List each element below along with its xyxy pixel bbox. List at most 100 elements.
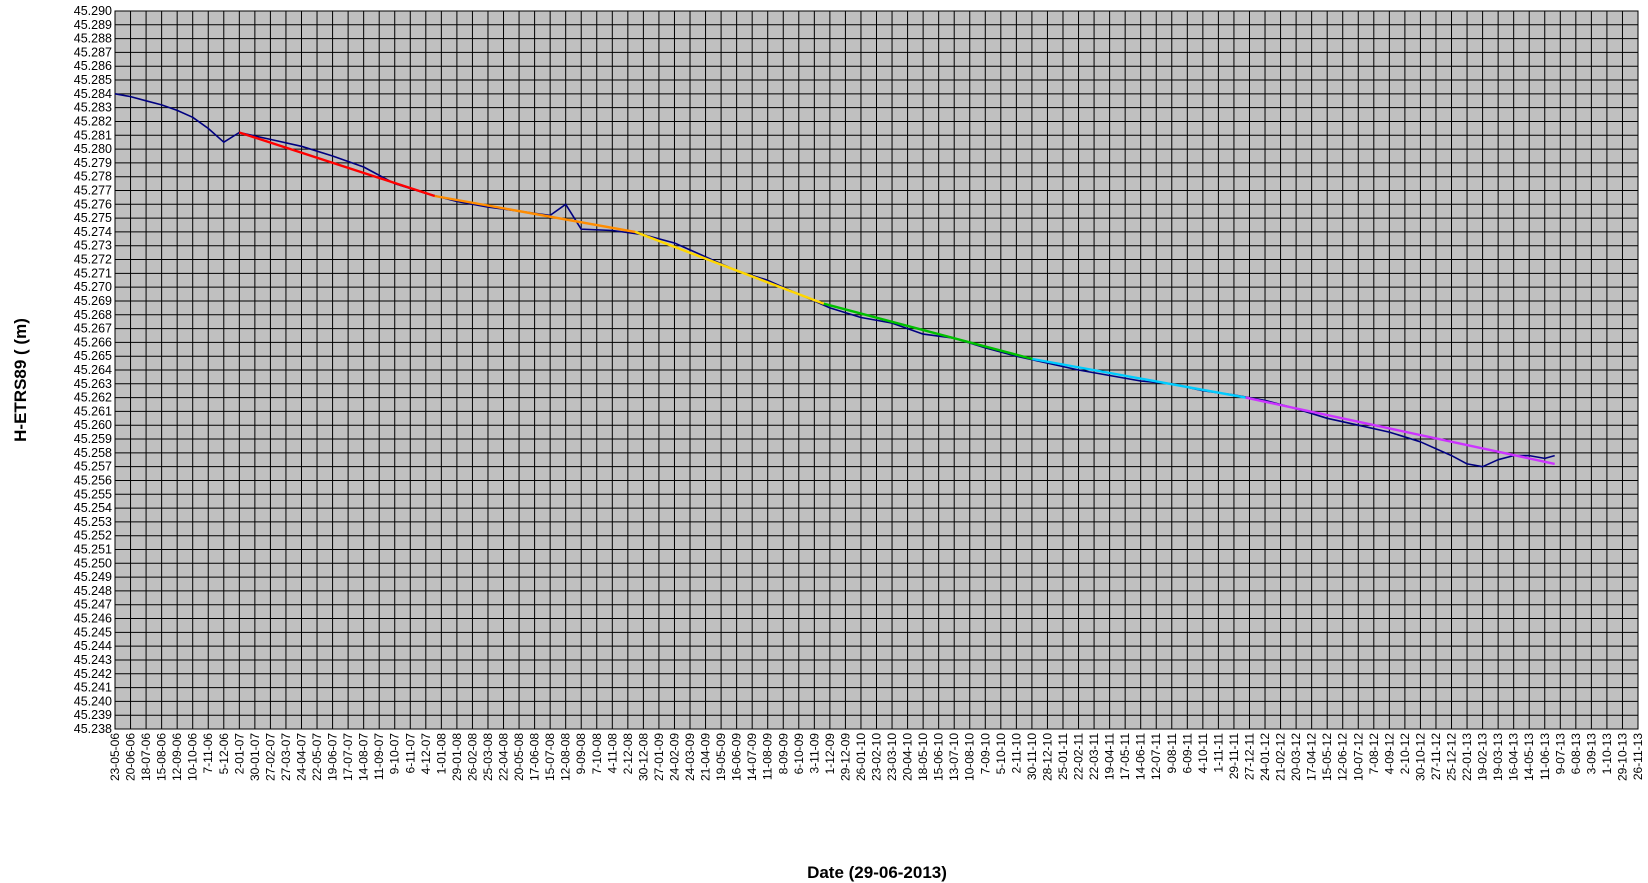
- y-tick-label: 45.238: [74, 722, 112, 736]
- x-tick-label: 10-10-06: [186, 733, 200, 781]
- x-tick-label: 13-07-10: [947, 733, 961, 781]
- x-tick-label: 23-05-06: [108, 733, 122, 781]
- grid: [114, 10, 1639, 730]
- y-tick-label: 45.249: [74, 570, 112, 584]
- x-tick-label: 2-10-12: [1398, 733, 1412, 775]
- x-tick-label: 30-10-12: [1413, 733, 1427, 781]
- y-tick-label: 45.247: [74, 598, 112, 612]
- y-tick-label: 45.286: [74, 59, 112, 73]
- x-tick-label: 9-07-13: [1553, 733, 1567, 775]
- x-tick-label: 1-01-08: [434, 733, 448, 775]
- x-tick-label: 19-02-13: [1476, 733, 1490, 781]
- y-tick-label: 45.282: [74, 114, 112, 128]
- x-tick-label: 27-11-12: [1429, 733, 1443, 780]
- y-tick-label: 45.252: [74, 529, 112, 543]
- x-tick-label: 14-05-13: [1522, 733, 1536, 781]
- y-tick-label: 45.244: [74, 639, 112, 653]
- series-line-trend-5: [1032, 357, 1246, 399]
- y-tick-label: 45.267: [74, 322, 112, 336]
- y-tick-label: 45.251: [74, 543, 112, 557]
- x-tick-label: 4-09-12: [1382, 733, 1396, 775]
- x-tick-label: 16-04-13: [1507, 733, 1521, 781]
- y-tick-label: 45.284: [74, 87, 112, 101]
- x-tick-label: 6-11-07: [403, 733, 417, 774]
- x-tick-label: 17-06-08: [528, 733, 542, 781]
- series-layer: [114, 93, 1555, 468]
- x-tick-label: 29-10-13: [1615, 733, 1629, 781]
- x-tick-label: 22-03-11: [1087, 733, 1101, 780]
- x-tick-label: 19-05-09: [714, 733, 728, 781]
- x-tick-label: 29-12-09: [838, 733, 852, 781]
- x-tick-label: 11-09-07: [372, 733, 386, 780]
- x-tick-label: 14-06-11: [1134, 733, 1148, 780]
- x-tick-label: 21-04-09: [699, 733, 713, 781]
- x-tick-label: 22-01-13: [1460, 733, 1474, 781]
- x-tick-labels: 23-05-06 20-06-06 18-07-06 15-08-06 12-09-06…: [108, 733, 1645, 781]
- x-tick-label: 9-09-08: [574, 733, 588, 775]
- x-tick-label: 1-10-13: [1600, 733, 1614, 775]
- x-tick-label: 26-02-08: [465, 733, 479, 781]
- x-tick-label: 25-03-08: [481, 733, 495, 781]
- x-tick-label: 20-03-12: [1289, 733, 1303, 781]
- x-tick-label: 3-09-13: [1584, 733, 1598, 775]
- x-tick-label: 24-04-07: [294, 733, 308, 781]
- y-tick-label: 45.264: [74, 363, 112, 377]
- x-tick-label: 19-03-13: [1491, 733, 1505, 781]
- x-tick-label: 19-06-07: [326, 733, 340, 781]
- y-tick-label: 45.241: [74, 681, 112, 695]
- x-axis-title: Date (29-06-2013): [807, 863, 947, 882]
- x-tick-label: 12-07-11: [1149, 733, 1163, 780]
- x-tick-label: 12-09-06: [170, 733, 184, 781]
- x-tick-label: 24-03-09: [683, 733, 697, 781]
- x-tick-label: 5-10-10: [994, 733, 1008, 775]
- x-tick-label: 25-12-12: [1445, 733, 1459, 781]
- y-axis-title: H-ETRS89 ( (m): [11, 318, 30, 442]
- x-tick-label: 29-01-08: [450, 733, 464, 781]
- y-tick-label: 45.263: [74, 377, 112, 391]
- y-tick-label: 45.261: [74, 404, 112, 418]
- y-tick-label: 45.248: [74, 584, 112, 598]
- y-tick-label: 45.278: [74, 170, 112, 184]
- x-tick-label: 14-07-09: [745, 733, 759, 781]
- y-tick-label: 45.285: [74, 73, 112, 87]
- y-tick-label: 45.281: [74, 128, 112, 142]
- x-tick-label: 23-03-10: [885, 733, 899, 781]
- x-tick-label: 4-12-07: [419, 733, 433, 775]
- x-tick-label: 11-08-09: [761, 733, 775, 780]
- x-tick-label: 22-02-11: [1072, 733, 1086, 780]
- y-tick-label: 45.258: [74, 446, 112, 460]
- y-tick-label: 45.275: [74, 211, 112, 225]
- series-line-trend-6: [1245, 396, 1555, 466]
- x-tick-label: 27-01-09: [652, 733, 666, 781]
- x-tick-label: 24-01-12: [1258, 733, 1272, 781]
- y-tick-label: 45.290: [74, 4, 112, 18]
- x-tick-label: 7-08-12: [1367, 733, 1381, 775]
- y-tick-label: 45.270: [74, 280, 112, 294]
- series-line-trend-1: [238, 131, 436, 198]
- x-tick-label: 23-02-10: [870, 733, 884, 781]
- series-line-trend-4: [823, 302, 1033, 361]
- x-tick-label: 17-05-11: [1118, 733, 1132, 780]
- x-tick-label: 22-04-08: [497, 733, 511, 781]
- x-tick-label: 1-12-09: [823, 733, 837, 775]
- x-tick-label: 22-05-07: [310, 733, 324, 781]
- x-tick-label: 3-11-09: [807, 733, 821, 774]
- x-tick-label: 26-01-10: [854, 733, 868, 781]
- y-tick-label: 45.260: [74, 418, 112, 432]
- x-tick-label: 4-10-11: [1196, 733, 1210, 774]
- y-tick-label: 45.277: [74, 184, 112, 198]
- x-tick-label: 17-04-12: [1305, 733, 1319, 781]
- y-tick-label: 45.266: [74, 335, 112, 349]
- x-tick-label: 15-08-06: [155, 733, 169, 781]
- x-tick-label: 6-10-09: [792, 733, 806, 775]
- y-tick-label: 45.268: [74, 308, 112, 322]
- y-tick-label: 45.246: [74, 612, 112, 626]
- y-tick-label: 45.256: [74, 473, 112, 487]
- x-tick-label: 9-10-07: [388, 733, 402, 775]
- y-tick-label: 45.245: [74, 625, 112, 639]
- y-tick-label: 45.280: [74, 142, 112, 156]
- x-tick-label: 24-02-09: [667, 733, 681, 781]
- x-tick-label: 30-11-10: [1025, 733, 1039, 780]
- x-tick-label: 28-12-10: [1040, 733, 1054, 781]
